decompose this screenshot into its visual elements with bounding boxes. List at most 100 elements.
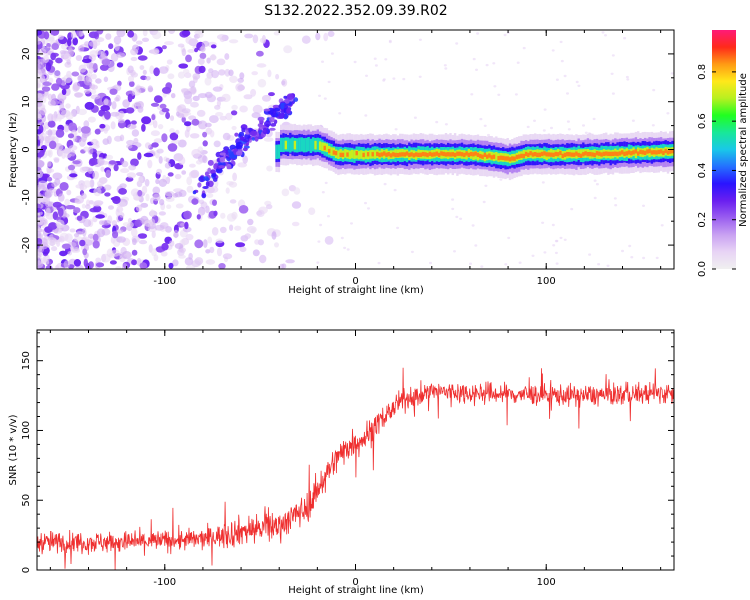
- heatmap-cell: [408, 152, 411, 157]
- heatmap-cell: [105, 169, 111, 178]
- heatmap-cell: [198, 65, 206, 74]
- heatmap-cell: [189, 163, 196, 168]
- heatmap-cell: [170, 93, 176, 99]
- heatmap-cell: [67, 37, 72, 47]
- heatmap-cell: [389, 153, 393, 158]
- heatmap-cell: [196, 109, 206, 117]
- heatmap-cell: [476, 32, 480, 35]
- heatmap-cell: [137, 233, 148, 239]
- heatmap-cell: [286, 107, 291, 114]
- heatmap-cell: [394, 128, 398, 131]
- heatmap-cell: [167, 172, 174, 177]
- heatmap-cell: [374, 64, 378, 67]
- heatmap-cell: [137, 152, 142, 160]
- heatmap-cell: [547, 152, 551, 157]
- heatmap-cell: [191, 118, 200, 126]
- heatmap-cell: [170, 139, 181, 144]
- heatmap-cell: [495, 152, 498, 161]
- heatmap-cell: [82, 58, 92, 64]
- heatmap-cell: [373, 150, 377, 159]
- heatmap-cell: [369, 150, 372, 159]
- heatmap-cell: [399, 152, 402, 157]
- heatmap-cell: [142, 69, 147, 75]
- heatmap-cell: [555, 239, 559, 243]
- heatmap-y-tick-label: 20: [21, 48, 32, 61]
- heatmap-cell: [318, 94, 321, 98]
- heatmap-cell: [68, 145, 78, 151]
- heatmap-cell: [479, 153, 482, 159]
- heatmap-cell: [263, 137, 274, 142]
- heatmap-cell: [55, 219, 65, 229]
- heatmap-cell: [559, 40, 563, 44]
- heatmap-cell: [273, 31, 280, 36]
- heatmap-cell: [184, 95, 193, 105]
- heatmap-cell: [37, 129, 42, 135]
- heatmap-cell: [187, 49, 196, 53]
- snr-panel: -100 0 100 0 50 100 150 Height of straight lin…: [8, 329, 675, 596]
- heatmap-cell: [401, 152, 404, 157]
- heatmap-cell: [126, 144, 133, 149]
- heatmap-cell: [100, 166, 105, 172]
- heatmap-cell: [145, 193, 150, 202]
- heatmap-cell: [621, 249, 624, 253]
- heatmap-cell: [112, 196, 121, 204]
- colorbar-tick-label: 0.4: [697, 162, 708, 178]
- heatmap-cell: [87, 233, 95, 239]
- heatmap-cell: [602, 151, 606, 156]
- heatmap-cell: [653, 150, 656, 155]
- heatmap-cell: [458, 151, 461, 156]
- heatmap-cell: [39, 97, 47, 104]
- heatmap-cell: [202, 155, 208, 164]
- heatmap-cell: [291, 201, 302, 209]
- heatmap-cell: [234, 225, 242, 231]
- colorbar-tick-label: 0.0: [697, 261, 708, 277]
- heatmap-cell: [37, 69, 43, 78]
- heatmap-cell: [57, 115, 62, 122]
- heatmap-cell: [83, 120, 90, 128]
- heatmap-cell: [627, 150, 631, 155]
- heatmap-cell: [488, 153, 491, 158]
- heatmap-cell: [44, 139, 51, 147]
- heatmap-cell: [161, 242, 169, 251]
- heatmap-cell: [476, 152, 480, 157]
- heatmap-cell: [161, 108, 170, 113]
- heatmap-cell: [555, 78, 559, 81]
- heatmap-cell: [268, 92, 275, 97]
- heatmap-cell: [67, 133, 75, 139]
- heatmap-cell: [424, 152, 427, 157]
- heatmap-cell: [250, 88, 257, 97]
- heatmap-cell: [178, 156, 186, 166]
- heatmap-cell: [93, 205, 102, 213]
- heatmap-cell: [417, 152, 420, 157]
- heatmap-cell: [472, 152, 475, 157]
- heatmap-cell: [453, 250, 456, 253]
- heatmap-cell: [103, 127, 109, 134]
- heatmap-cell: [209, 130, 215, 138]
- heatmap-cell: [472, 57, 476, 61]
- heatmap-cell: [72, 160, 81, 165]
- heatmap-cell: [225, 187, 230, 194]
- heatmap-cell: [151, 114, 156, 121]
- heatmap-cell: [201, 193, 207, 199]
- heatmap-cell: [219, 152, 226, 156]
- heatmap-cell: [242, 147, 248, 152]
- heatmap-x-label: Height of straight line (km): [288, 285, 424, 296]
- heatmap-cell: [87, 116, 96, 123]
- heatmap-cell: [538, 152, 541, 157]
- heatmap-cell: [82, 248, 88, 256]
- heatmap-cell: [99, 64, 109, 71]
- heatmap-cell: [396, 226, 400, 230]
- snr-y-tick-label: 100: [21, 421, 32, 440]
- heatmap-cell: [92, 151, 98, 159]
- heatmap-cell: [231, 125, 237, 131]
- heatmap-cell: [582, 152, 585, 157]
- heatmap-cell: [99, 123, 106, 129]
- heatmap-cell: [601, 31, 605, 34]
- heatmap-cell: [219, 37, 226, 43]
- heatmap-cell: [611, 54, 615, 57]
- heatmap-cell: [577, 152, 580, 158]
- heatmap-cell: [111, 220, 118, 227]
- heatmap-cell: [37, 102, 42, 108]
- heatmap-cell: [614, 151, 617, 156]
- heatmap-cell: [130, 158, 139, 167]
